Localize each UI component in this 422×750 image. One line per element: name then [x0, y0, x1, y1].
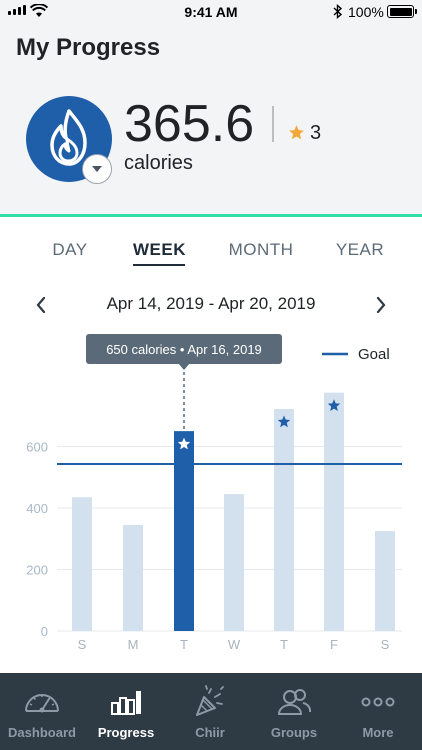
tooltip-text: 650 calories • Apr 16, 2019	[106, 342, 262, 357]
tabbar-label: Chiir	[195, 725, 225, 740]
tabbar-more[interactable]: More	[336, 673, 420, 750]
x-tick-label: W	[228, 637, 241, 652]
tabbar-label: Dashboard	[8, 725, 76, 740]
chevron-down-icon	[92, 166, 102, 172]
next-week-button[interactable]	[369, 292, 393, 318]
tabbar-label: Progress	[97, 725, 155, 740]
metric-dropdown-button[interactable]	[82, 154, 112, 184]
people-icon	[277, 689, 312, 715]
x-tick-label: S	[78, 637, 87, 652]
more-dots-icon	[361, 697, 395, 707]
tabbar-groups[interactable]: Groups	[252, 673, 336, 750]
bottom-tab-bar: Dashboard Progress Chiir	[0, 673, 422, 750]
x-tick-label: T	[280, 637, 288, 652]
weekly-calorie-chart: 0 200 400 600 650 calories • Apr 16, 2019 Goa…	[26, 334, 402, 652]
x-tick-label: M	[128, 637, 139, 652]
tab-week[interactable]: WEEK	[133, 240, 186, 266]
star-count: 3	[310, 122, 322, 144]
bar-selected	[174, 431, 194, 631]
bar	[274, 408, 294, 631]
chevron-left-icon	[36, 297, 46, 313]
tabbar-chiir[interactable]: Chiir	[168, 673, 252, 750]
x-tick-label: T	[180, 637, 188, 652]
y-tick-label: 600	[26, 440, 48, 455]
status-time: 9:41 AM	[184, 4, 238, 20]
tab-month[interactable]: MONTH	[228, 240, 294, 259]
date-navigation: Apr 14, 2019 - Apr 20, 2019	[0, 290, 422, 320]
range-tabs: DAY WEEK MONTH YEAR	[0, 240, 422, 270]
tabbar-dashboard[interactable]: Dashboard	[0, 673, 84, 750]
star-icon	[289, 125, 304, 140]
bar-star-icon	[327, 399, 341, 411]
bar	[224, 494, 244, 631]
page-title: My Progress	[16, 34, 161, 61]
bluetooth-icon	[333, 4, 343, 19]
calorie-unit: calories	[124, 152, 193, 174]
wifi-icon	[30, 4, 48, 17]
signal-icon	[8, 5, 26, 15]
battery-icon	[387, 5, 417, 18]
header-divider	[272, 106, 274, 142]
chevron-right-icon	[376, 297, 386, 313]
y-tick-label: 0	[41, 624, 48, 639]
battery-percentage: 100%	[348, 4, 384, 20]
bar-chart-icon	[111, 691, 141, 715]
bar	[123, 524, 143, 631]
flame-icon	[50, 109, 87, 166]
bar	[72, 497, 92, 631]
bar	[375, 531, 395, 631]
tab-day[interactable]: DAY	[52, 240, 88, 259]
x-tick-label: F	[330, 637, 338, 652]
status-bar: 9:41 AM 100%	[0, 0, 422, 24]
tooltip-pointer	[178, 363, 190, 370]
y-tick-label: 400	[26, 501, 48, 516]
speedometer-icon	[25, 694, 59, 713]
tabbar-progress[interactable]: Progress	[84, 673, 168, 750]
tab-year[interactable]: YEAR	[335, 240, 385, 259]
y-tick-label: 200	[26, 563, 48, 578]
header-accent-line	[0, 214, 422, 217]
bar-star-icon	[177, 437, 191, 450]
previous-week-button[interactable]	[29, 292, 53, 318]
calorie-total: 365.6	[124, 95, 255, 153]
date-range-label: Apr 14, 2019 - Apr 20, 2019	[106, 294, 316, 313]
party-popper-icon	[196, 685, 224, 716]
tooltip-box	[86, 334, 282, 364]
legend-goal-label: Goal	[358, 346, 390, 363]
bar	[324, 392, 344, 631]
progress-header: My Progress 365.6 calories 3	[0, 24, 422, 214]
tabbar-label: Groups	[270, 725, 318, 740]
tabbar-label: More	[362, 725, 394, 740]
bar-star-icon	[277, 415, 291, 428]
x-tick-label: S	[381, 637, 390, 652]
